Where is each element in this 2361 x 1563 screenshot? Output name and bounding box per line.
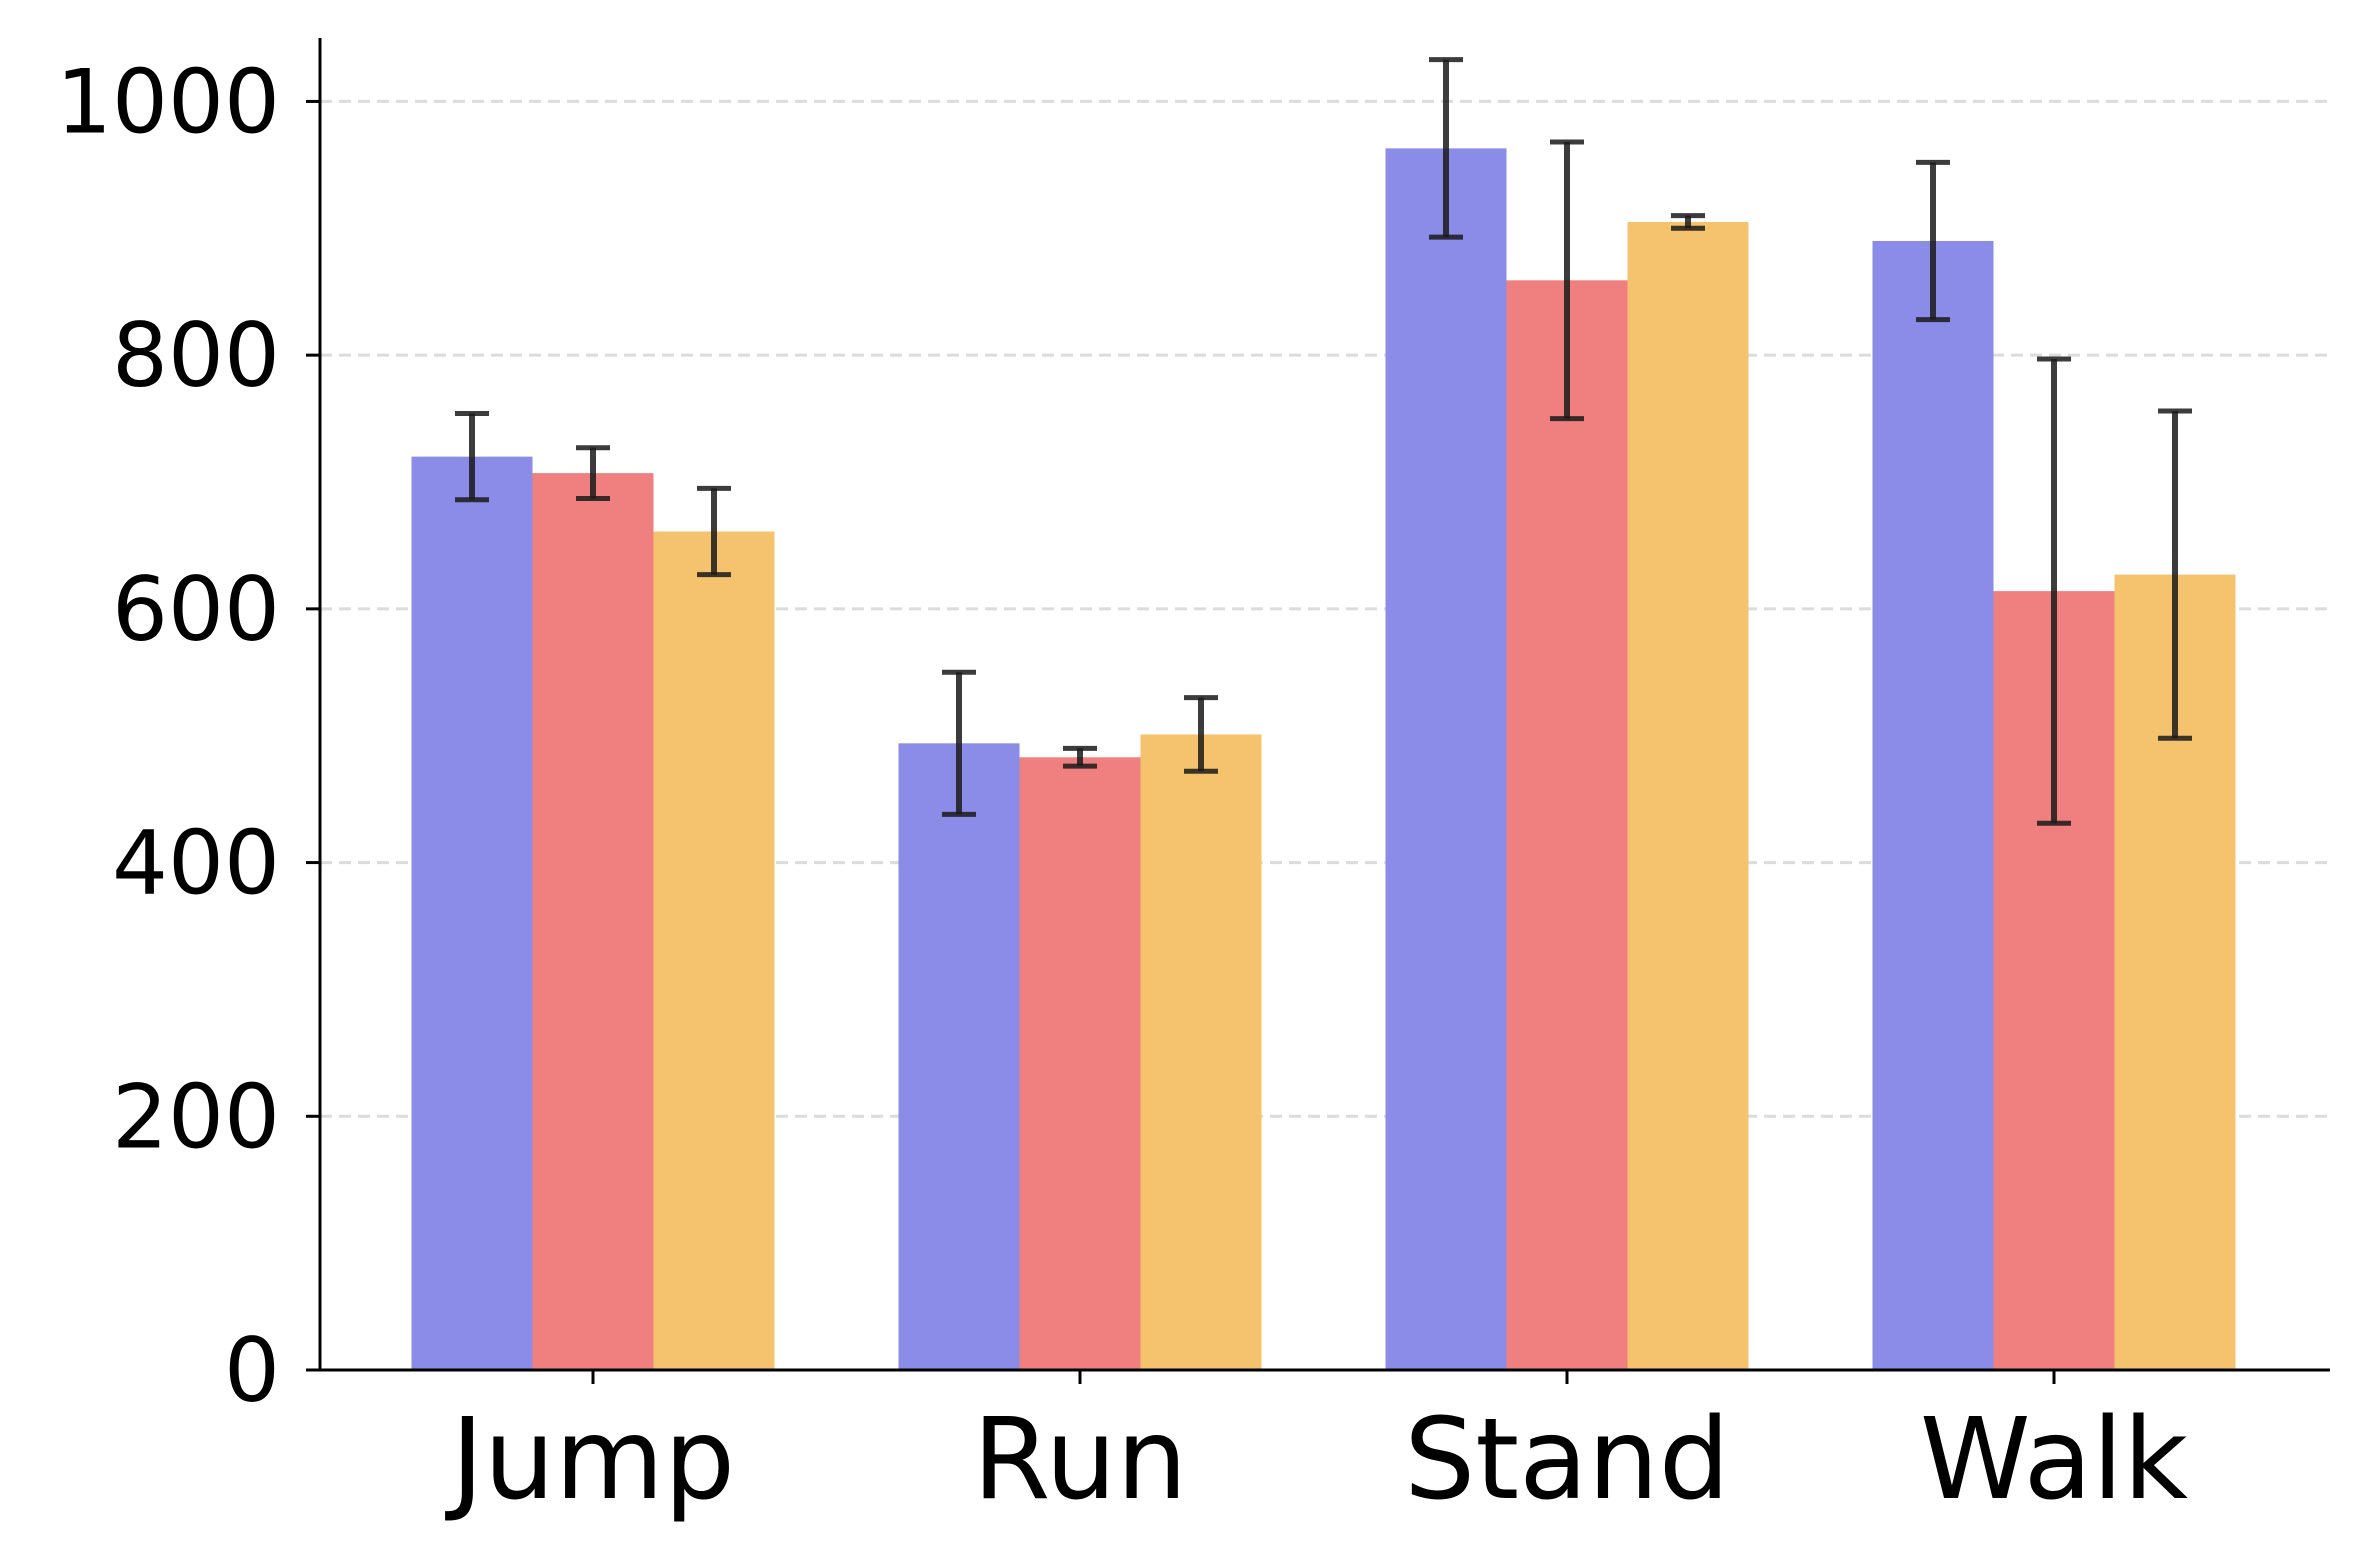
- x-tick-label-run: Run: [973, 1395, 1188, 1525]
- bars: [411, 148, 2236, 1371]
- x-tick-label-walk: Walk: [1920, 1395, 2188, 1525]
- bar-jump-2: [532, 473, 654, 1370]
- bar-walk-1: [1872, 240, 1994, 1370]
- y-tick-label-800: 800: [112, 304, 280, 407]
- bar-run-1: [898, 743, 1020, 1370]
- bar-stand-3: [1627, 221, 1749, 1370]
- y-tick-label-400: 400: [112, 812, 280, 915]
- x-tick-label-stand: Stand: [1404, 1395, 1730, 1525]
- y-tick-label-1000: 1000: [56, 50, 280, 153]
- bar-jump-1: [411, 456, 533, 1371]
- y-tick-label-600: 600: [112, 558, 280, 661]
- bar-jump-3: [653, 531, 775, 1370]
- x-tick-label-jump: Jump: [445, 1395, 735, 1525]
- bar-run-3: [1140, 734, 1262, 1370]
- tick-labels: Jump Run Stand Walk 0 200 400 600 800 1000: [56, 50, 2188, 1525]
- y-tick-label-0: 0: [224, 1319, 280, 1422]
- y-tick-label-200: 200: [112, 1065, 280, 1168]
- error-bars: [455, 57, 2192, 826]
- bar-stand-1: [1385, 148, 1507, 1370]
- axes: [306, 38, 2330, 1384]
- bar-run-2: [1019, 757, 1141, 1370]
- bar-stand-2: [1506, 280, 1628, 1371]
